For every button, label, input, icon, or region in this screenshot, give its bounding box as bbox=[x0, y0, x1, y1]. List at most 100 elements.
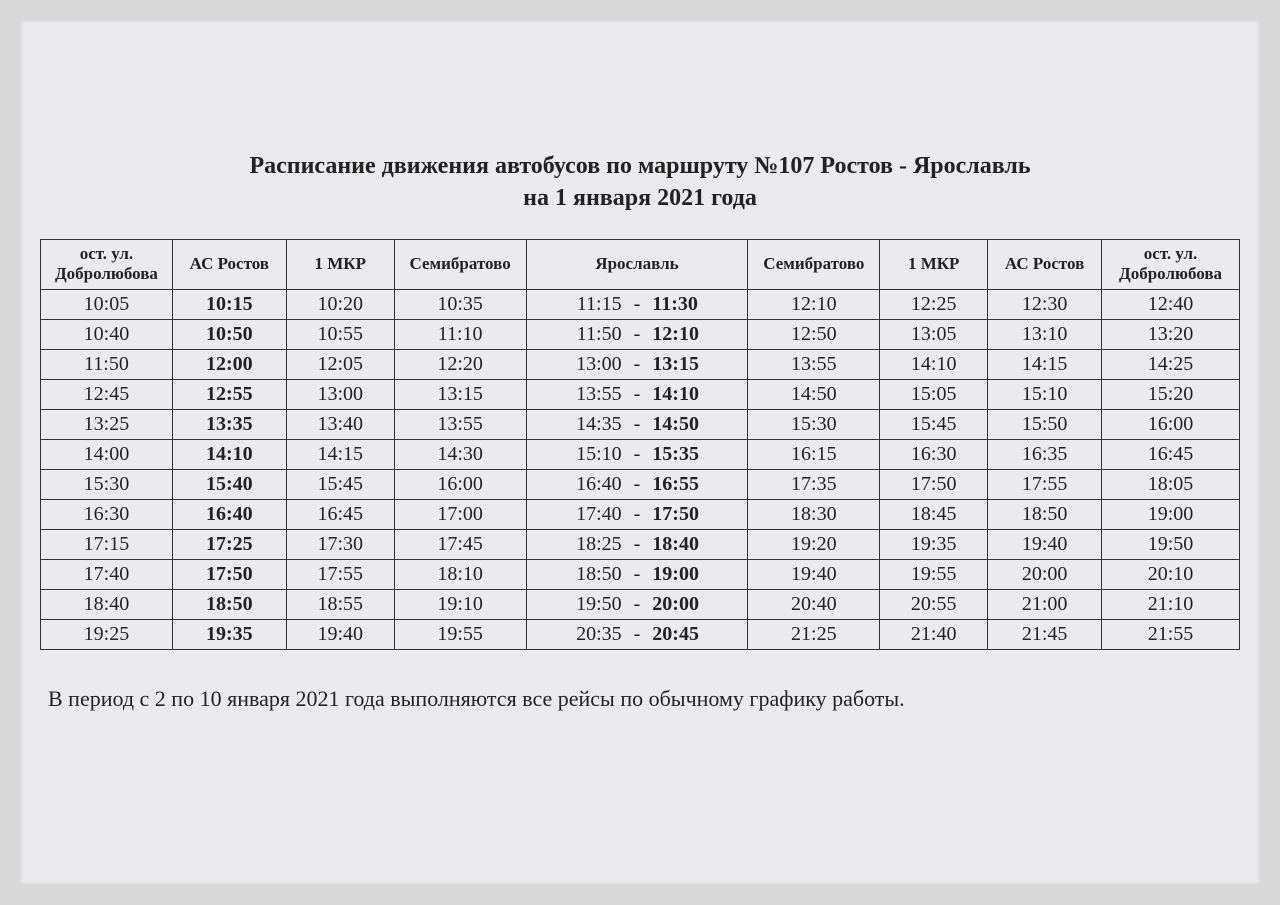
table-row: 11:5012:0012:0512:2013:00-13:1513:5514:1… bbox=[41, 349, 1240, 379]
yaroslavl-departure: 13:15 bbox=[646, 353, 745, 376]
table-cell: 18:30 bbox=[748, 499, 880, 529]
table-cell: 13:55 bbox=[394, 409, 526, 439]
yaroslavl-departure: 12:10 bbox=[646, 323, 745, 346]
yaroslavl-departure: 20:00 bbox=[646, 593, 745, 616]
table-cell: 17:40 bbox=[41, 559, 173, 589]
table-row: 17:4017:5017:5518:1018:50-19:0019:4019:5… bbox=[41, 559, 1240, 589]
yaroslavl-arrival: 13:55 bbox=[529, 383, 628, 406]
title-line-1: Расписание движения автобусов по маршрут… bbox=[249, 153, 1030, 179]
table-cell: 16:40 bbox=[172, 499, 286, 529]
dash-separator: - bbox=[628, 413, 647, 436]
table-cell: 19:35 bbox=[172, 619, 286, 649]
table-cell: 18:55 bbox=[286, 589, 394, 619]
table-cell: 13:55 bbox=[748, 349, 880, 379]
table-cell: 19:20 bbox=[748, 529, 880, 559]
table-cell: 20:35-20:45 bbox=[526, 619, 748, 649]
table-cell: 17:45 bbox=[394, 529, 526, 559]
table-cell: 16:00 bbox=[1102, 409, 1240, 439]
table-cell: 19:40 bbox=[748, 559, 880, 589]
col-header: ост. ул. Добролюбова bbox=[1102, 239, 1240, 289]
yaroslavl-departure: 18:40 bbox=[646, 533, 745, 556]
yaroslavl-arrival: 19:50 bbox=[529, 593, 628, 616]
dash-separator: - bbox=[628, 503, 647, 526]
dash-separator: - bbox=[628, 323, 647, 346]
yaroslavl-cell: 18:25-18:40 bbox=[529, 533, 746, 556]
dash-separator: - bbox=[628, 473, 647, 496]
table-cell: 13:10 bbox=[988, 319, 1102, 349]
table-header-row: ост. ул. Добролюбова АС Ростов 1 МКР Сем… bbox=[41, 239, 1240, 289]
table-cell: 16:45 bbox=[286, 499, 394, 529]
yaroslavl-departure: 14:10 bbox=[646, 383, 745, 406]
yaroslavl-departure: 14:50 bbox=[646, 413, 745, 436]
yaroslavl-cell: 17:40-17:50 bbox=[529, 503, 746, 526]
table-cell: 21:10 bbox=[1102, 589, 1240, 619]
table-cell: 10:20 bbox=[286, 289, 394, 319]
table-cell: 15:40 bbox=[172, 469, 286, 499]
yaroslavl-departure: 19:00 bbox=[646, 563, 745, 586]
table-cell: 10:55 bbox=[286, 319, 394, 349]
yaroslavl-cell: 19:50-20:00 bbox=[529, 593, 746, 616]
yaroslavl-cell: 13:55-14:10 bbox=[529, 383, 746, 406]
table-cell: 10:40 bbox=[41, 319, 173, 349]
yaroslavl-arrival: 20:35 bbox=[529, 623, 628, 646]
document-page: Расписание движения автобусов по маршрут… bbox=[20, 20, 1260, 885]
table-cell: 20:10 bbox=[1102, 559, 1240, 589]
table-cell: 10:05 bbox=[41, 289, 173, 319]
table-cell: 17:40-17:50 bbox=[526, 499, 748, 529]
table-cell: 19:40 bbox=[286, 619, 394, 649]
table-cell: 13:00-13:15 bbox=[526, 349, 748, 379]
dash-separator: - bbox=[628, 293, 647, 316]
col-header: 1 МКР bbox=[286, 239, 394, 289]
table-cell: 13:55-14:10 bbox=[526, 379, 748, 409]
table-cell: 18:10 bbox=[394, 559, 526, 589]
table-row: 15:3015:4015:4516:0016:40-16:5517:3517:5… bbox=[41, 469, 1240, 499]
col-header: АС Ростов bbox=[172, 239, 286, 289]
table-cell: 14:15 bbox=[988, 349, 1102, 379]
yaroslavl-arrival: 18:25 bbox=[529, 533, 628, 556]
table-cell: 17:55 bbox=[286, 559, 394, 589]
yaroslavl-cell: 11:15-11:30 bbox=[529, 293, 746, 316]
yaroslavl-departure: 11:30 bbox=[646, 293, 745, 316]
yaroslavl-departure: 20:45 bbox=[646, 623, 745, 646]
table-cell: 21:45 bbox=[988, 619, 1102, 649]
yaroslavl-arrival: 15:10 bbox=[529, 443, 628, 466]
table-cell: 12:50 bbox=[748, 319, 880, 349]
table-cell: 13:20 bbox=[1102, 319, 1240, 349]
table-cell: 10:50 bbox=[172, 319, 286, 349]
table-cell: 16:30 bbox=[41, 499, 173, 529]
table-row: 18:4018:5018:5519:1019:50-20:0020:4020:5… bbox=[41, 589, 1240, 619]
yaroslavl-departure: 15:35 bbox=[646, 443, 745, 466]
table-body: 10:0510:1510:2010:3511:15-11:3012:1012:2… bbox=[41, 289, 1240, 649]
table-cell: 12:55 bbox=[172, 379, 286, 409]
yaroslavl-arrival: 17:40 bbox=[529, 503, 628, 526]
table-cell: 13:25 bbox=[41, 409, 173, 439]
table-cell: 12:20 bbox=[394, 349, 526, 379]
col-header: АС Ростов bbox=[988, 239, 1102, 289]
table-cell: 19:40 bbox=[988, 529, 1102, 559]
table-cell: 19:00 bbox=[1102, 499, 1240, 529]
table-cell: 15:10-15:35 bbox=[526, 439, 748, 469]
yaroslavl-cell: 20:35-20:45 bbox=[529, 623, 746, 646]
footnote: В период с 2 по 10 января 2021 года выпо… bbox=[40, 686, 1240, 712]
table-cell: 19:50-20:00 bbox=[526, 589, 748, 619]
dash-separator: - bbox=[628, 563, 647, 586]
table-cell: 14:10 bbox=[172, 439, 286, 469]
table-cell: 15:30 bbox=[41, 469, 173, 499]
table-cell: 15:50 bbox=[988, 409, 1102, 439]
col-header: ост. ул. Добролюбова bbox=[41, 239, 173, 289]
table-cell: 15:10 bbox=[988, 379, 1102, 409]
table-cell: 21:55 bbox=[1102, 619, 1240, 649]
dash-separator: - bbox=[628, 623, 647, 646]
table-cell: 17:25 bbox=[172, 529, 286, 559]
table-cell: 15:30 bbox=[748, 409, 880, 439]
schedule-table: ост. ул. Добролюбова АС Ростов 1 МКР Сем… bbox=[40, 239, 1240, 650]
table-cell: 19:50 bbox=[1102, 529, 1240, 559]
table-cell: 16:45 bbox=[1102, 439, 1240, 469]
table-cell: 16:30 bbox=[880, 439, 988, 469]
col-header: 1 МКР bbox=[880, 239, 988, 289]
table-cell: 12:10 bbox=[748, 289, 880, 319]
table-cell: 21:25 bbox=[748, 619, 880, 649]
table-cell: 10:15 bbox=[172, 289, 286, 319]
table-cell: 16:40-16:55 bbox=[526, 469, 748, 499]
table-row: 12:4512:5513:0013:1513:55-14:1014:5015:0… bbox=[41, 379, 1240, 409]
